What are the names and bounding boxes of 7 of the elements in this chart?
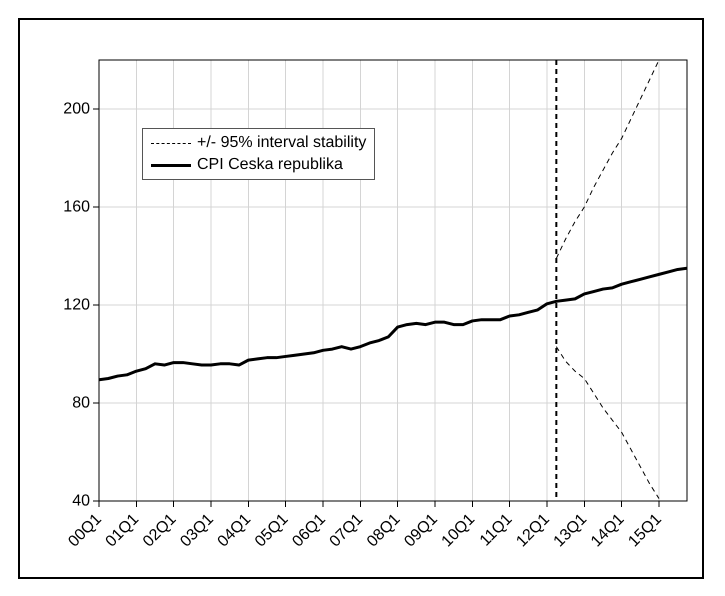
y-tick-label: 200 [63, 100, 90, 118]
y-tick-label: 80 [72, 394, 90, 412]
y-tick-label: 120 [63, 296, 90, 314]
y-tick-label: 160 [63, 198, 90, 216]
legend-label: CPI Ceska republika [197, 155, 343, 175]
y-tick-label: 40 [72, 492, 90, 510]
legend-label: +/- 95% interval stability [197, 133, 366, 153]
